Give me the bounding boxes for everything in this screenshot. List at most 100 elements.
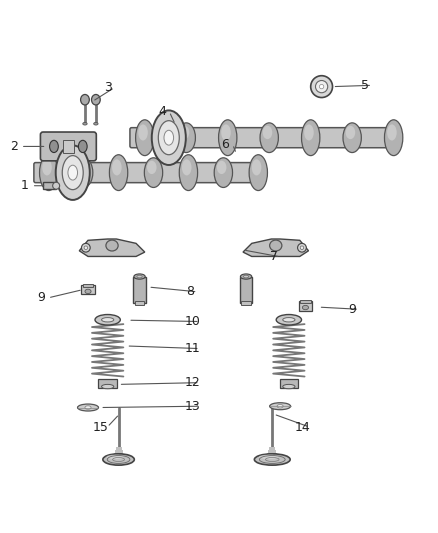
Ellipse shape	[49, 140, 58, 152]
Ellipse shape	[300, 246, 304, 249]
Ellipse shape	[62, 156, 83, 190]
Ellipse shape	[311, 76, 332, 98]
Ellipse shape	[105, 458, 132, 464]
Ellipse shape	[106, 455, 124, 459]
Ellipse shape	[164, 130, 173, 145]
FancyBboxPatch shape	[130, 128, 400, 148]
Ellipse shape	[270, 240, 282, 251]
Ellipse shape	[102, 318, 114, 322]
Ellipse shape	[85, 406, 91, 409]
Bar	[241, 301, 251, 305]
Ellipse shape	[42, 159, 52, 175]
Ellipse shape	[217, 161, 226, 174]
Ellipse shape	[102, 384, 114, 389]
Text: 4: 4	[158, 105, 166, 118]
Ellipse shape	[95, 314, 120, 325]
Ellipse shape	[78, 404, 99, 411]
Text: 3: 3	[104, 81, 112, 94]
Bar	[43, 182, 56, 189]
Ellipse shape	[112, 159, 122, 175]
Ellipse shape	[283, 384, 295, 389]
Ellipse shape	[137, 275, 142, 278]
Ellipse shape	[343, 123, 361, 152]
Ellipse shape	[39, 155, 58, 190]
Polygon shape	[79, 239, 145, 256]
Ellipse shape	[259, 455, 279, 459]
Ellipse shape	[385, 120, 403, 156]
Text: 13: 13	[185, 400, 201, 413]
Text: 5: 5	[361, 79, 369, 92]
Text: 8: 8	[187, 285, 194, 298]
Ellipse shape	[257, 458, 287, 464]
Text: 12: 12	[185, 376, 201, 389]
Ellipse shape	[92, 94, 100, 105]
Ellipse shape	[138, 124, 148, 141]
Bar	[99, 379, 117, 389]
Bar	[268, 450, 276, 454]
Ellipse shape	[182, 159, 191, 175]
Bar	[114, 454, 124, 457]
Ellipse shape	[74, 158, 93, 188]
Ellipse shape	[240, 274, 252, 279]
Ellipse shape	[263, 126, 272, 139]
Ellipse shape	[78, 140, 87, 152]
Ellipse shape	[106, 240, 118, 251]
Ellipse shape	[85, 289, 91, 294]
Ellipse shape	[254, 454, 290, 465]
Ellipse shape	[103, 454, 134, 465]
Text: 6: 6	[222, 138, 230, 151]
Ellipse shape	[84, 246, 88, 249]
Ellipse shape	[81, 244, 90, 252]
Ellipse shape	[346, 126, 355, 139]
Polygon shape	[243, 239, 308, 256]
Text: 11: 11	[185, 342, 201, 355]
Ellipse shape	[94, 123, 98, 125]
Ellipse shape	[387, 124, 397, 141]
Ellipse shape	[152, 110, 186, 165]
FancyBboxPatch shape	[34, 163, 265, 183]
Text: 9: 9	[37, 292, 45, 304]
Ellipse shape	[270, 403, 290, 410]
Bar	[269, 447, 276, 450]
Ellipse shape	[283, 318, 295, 322]
Ellipse shape	[136, 120, 154, 156]
Ellipse shape	[297, 244, 306, 252]
Ellipse shape	[158, 120, 179, 155]
Bar	[134, 277, 146, 303]
Text: 10: 10	[185, 315, 201, 328]
Ellipse shape	[304, 124, 314, 141]
Bar	[116, 447, 122, 450]
Ellipse shape	[214, 158, 233, 188]
Ellipse shape	[134, 274, 145, 279]
FancyBboxPatch shape	[40, 132, 96, 161]
Ellipse shape	[302, 305, 308, 310]
Text: 9: 9	[348, 303, 356, 316]
Ellipse shape	[244, 275, 249, 278]
Bar	[240, 277, 252, 303]
Text: 14: 14	[295, 421, 311, 434]
Bar	[83, 284, 93, 287]
Ellipse shape	[81, 94, 89, 105]
Bar	[63, 140, 74, 153]
Ellipse shape	[56, 146, 90, 200]
Ellipse shape	[277, 405, 283, 408]
Ellipse shape	[179, 155, 198, 190]
Ellipse shape	[221, 124, 231, 141]
Text: 15: 15	[92, 421, 108, 434]
Ellipse shape	[252, 159, 261, 175]
Bar	[268, 454, 277, 457]
Ellipse shape	[219, 120, 237, 156]
Ellipse shape	[110, 155, 128, 190]
Bar	[300, 300, 311, 303]
Ellipse shape	[53, 182, 60, 189]
Bar	[280, 379, 298, 389]
Ellipse shape	[249, 155, 268, 190]
Ellipse shape	[301, 120, 320, 156]
Ellipse shape	[77, 161, 87, 174]
Ellipse shape	[68, 165, 78, 180]
Text: 1: 1	[21, 179, 28, 192]
Ellipse shape	[147, 161, 156, 174]
Bar	[115, 450, 123, 454]
Bar	[299, 301, 312, 311]
Ellipse shape	[180, 126, 189, 139]
